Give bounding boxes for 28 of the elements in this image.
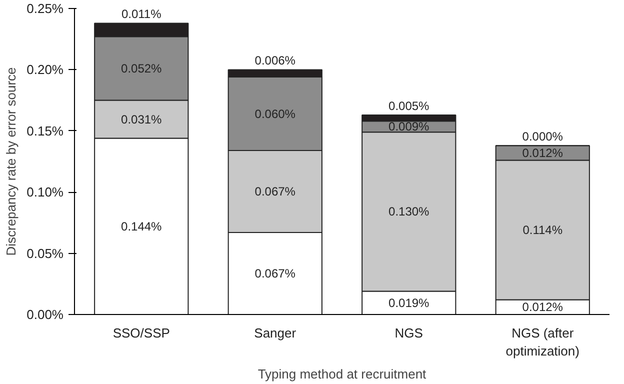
data-label: 0.006% xyxy=(254,54,296,68)
data-label: 0.060% xyxy=(254,106,296,121)
y-tick-label: 0.15% xyxy=(26,123,64,138)
x-tick-label: SSO/SSP xyxy=(112,326,170,340)
data-label: 0.012% xyxy=(522,300,564,314)
data-label: 0.144% xyxy=(121,219,162,234)
x-tick-label: NGS (after optimization) xyxy=(506,326,580,358)
y-axis-title: Discrepancy rate by error source xyxy=(4,67,19,256)
y-tick-label: 0.25% xyxy=(26,1,64,16)
y-tick-label: 0.05% xyxy=(26,246,64,261)
x-tick-label: NGS xyxy=(394,326,424,340)
data-label: 0.009% xyxy=(388,120,430,134)
x-axis-title: Typing method at recruitment xyxy=(258,366,427,382)
y-tick-label: 0.20% xyxy=(26,62,64,78)
data-label: 0.019% xyxy=(388,296,430,310)
y-tick-label: 0.00% xyxy=(26,307,64,322)
y-tick-label: 0.10% xyxy=(26,184,64,200)
data-label: 0.000% xyxy=(522,130,564,144)
data-label: 0.067% xyxy=(254,184,296,198)
x-tick-label: Sanger xyxy=(254,326,297,340)
data-label: 0.114% xyxy=(522,223,563,238)
data-label: 0.130% xyxy=(388,204,430,219)
data-label: 0.012% xyxy=(522,146,564,160)
data-label: 0.005% xyxy=(388,98,430,113)
data-label: 0.011% xyxy=(121,7,162,22)
data-label: 0.067% xyxy=(254,266,296,280)
data-label: 0.031% xyxy=(121,112,162,126)
data-label: 0.052% xyxy=(121,61,162,76)
